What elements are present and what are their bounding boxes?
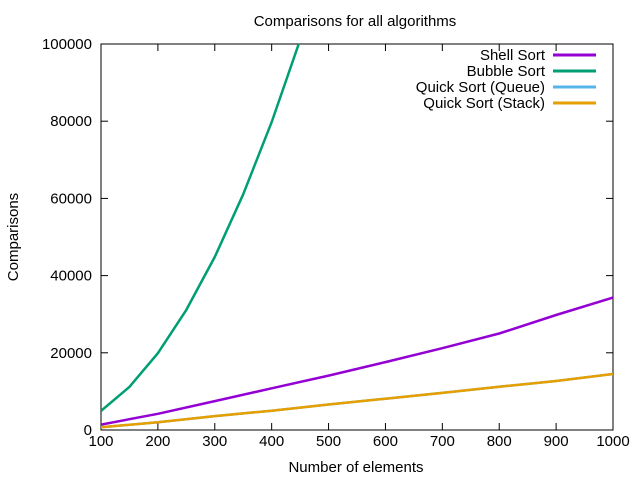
x-axis-label: Number of elements <box>288 459 423 476</box>
x-tick-label: 500 <box>316 433 341 450</box>
y-tick-label: 60000 <box>50 190 92 207</box>
x-tick-label: 100 <box>88 433 113 450</box>
x-tick-label: 600 <box>373 433 398 450</box>
y-axis-label: Comparisons <box>5 193 22 281</box>
legend-label: Shell Sort <box>480 47 546 64</box>
x-tick-label: 300 <box>202 433 227 450</box>
x-tick-label: 900 <box>544 433 569 450</box>
series-group <box>101 44 613 429</box>
series-line-0 <box>101 296 613 426</box>
plot-frame <box>100 43 614 431</box>
y-tick-label: 40000 <box>50 268 92 285</box>
x-tick-label: 400 <box>259 433 284 450</box>
series-line-1 <box>101 44 301 412</box>
x-tick-label: 1000 <box>596 433 629 450</box>
x-tick-label: 800 <box>487 433 512 450</box>
series-line-3 <box>101 372 613 429</box>
y-tick-label: 100000 <box>42 36 92 53</box>
legend-label: Quick Sort (Queue) <box>416 79 545 96</box>
y-tick-label: 20000 <box>50 345 92 362</box>
chart-title: Comparisons for all algorithms <box>254 13 457 30</box>
y-tick-label: 0 <box>84 422 92 439</box>
x-tick-label: 700 <box>430 433 455 450</box>
y-tick-label: 80000 <box>50 113 92 130</box>
legend-label: Bubble Sort <box>467 63 546 80</box>
legend-label: Quick Sort (Stack) <box>423 95 545 112</box>
plot-area: 100 200 300 400 500 600 700 800 900 1000 0 20000 400… <box>42 36 630 450</box>
x-tick-label: 200 <box>145 433 170 450</box>
